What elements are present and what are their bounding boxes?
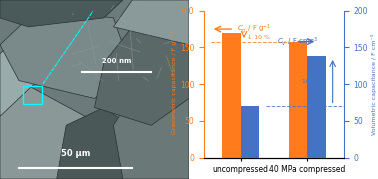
Polygon shape bbox=[94, 27, 189, 125]
Polygon shape bbox=[0, 0, 123, 27]
Polygon shape bbox=[113, 0, 189, 45]
Text: 50 µm: 50 µm bbox=[61, 149, 90, 158]
Bar bbox=[289, 42, 307, 158]
Text: 100 %: 100 % bbox=[302, 79, 322, 84]
Text: $C_V$ / F cm$^{-3}$: $C_V$ / F cm$^{-3}$ bbox=[277, 35, 318, 48]
Polygon shape bbox=[0, 0, 189, 179]
Bar bbox=[241, 106, 259, 158]
Y-axis label: Gravimetric capacitance / F g⁻¹: Gravimetric capacitance / F g⁻¹ bbox=[171, 35, 177, 134]
Y-axis label: Volumetric capacitance / F cm⁻³: Volumetric capacitance / F cm⁻³ bbox=[371, 34, 377, 135]
Text: ↓ 10 %: ↓ 10 % bbox=[248, 35, 270, 40]
Bar bbox=[222, 33, 241, 158]
Polygon shape bbox=[57, 107, 142, 179]
Text: 200 nm: 200 nm bbox=[102, 58, 131, 64]
Polygon shape bbox=[0, 81, 85, 179]
Polygon shape bbox=[113, 81, 189, 179]
Polygon shape bbox=[0, 9, 132, 98]
Text: $C_g$ / F g$^{-1}$: $C_g$ / F g$^{-1}$ bbox=[237, 22, 272, 36]
Bar bbox=[307, 56, 326, 158]
Polygon shape bbox=[0, 36, 57, 116]
